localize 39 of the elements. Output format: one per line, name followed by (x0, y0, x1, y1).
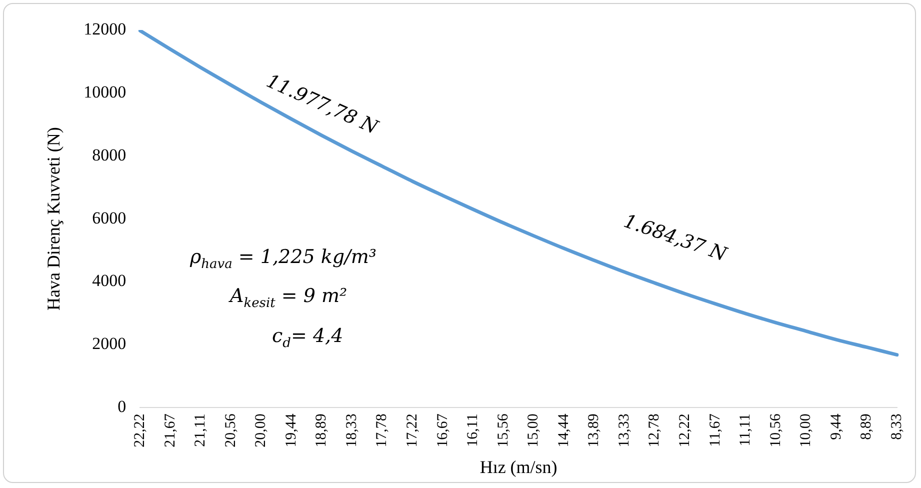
x-tick-label: 11,11 (738, 414, 754, 446)
x-tick-label: 15,00 (526, 414, 542, 448)
y-tick-label: 8000 (92, 145, 126, 164)
x-tick-label: 18,33 (344, 414, 360, 448)
x-tick-label: 11,67 (707, 413, 724, 447)
y-tick-label: 12000 (84, 19, 126, 38)
x-tick-label: 21,67 (162, 413, 178, 448)
x-tick-label: 17,22 (404, 414, 421, 448)
annotation: A$_{kesit}$ = 9 m² (230, 285, 348, 311)
x-tick-label: 16,67 (434, 413, 451, 448)
x-tick-label: 13,89 (586, 414, 602, 448)
x-tick-label: 10,56 (768, 413, 784, 448)
annotation: ρ$_{hava}$ = 1,225 kg/m³ (190, 246, 377, 272)
x-tick-label: 16,11 (465, 414, 482, 447)
x-tick-label: 13,33 (616, 414, 632, 448)
x-tick-label: 15,56 (495, 413, 512, 448)
y-tick-label: 6000 (92, 208, 126, 228)
y-tick-label: 2000 (92, 334, 126, 354)
x-axis-title: Hız (m/sn) (480, 456, 558, 477)
x-tick-label: 9,44 (828, 413, 844, 440)
line-series (138, 30, 899, 357)
annotation: c$_{d}$= 4,4 (272, 325, 344, 351)
x-tick-label: 8,89 (858, 414, 875, 440)
x-tick-label: 22,22 (132, 414, 148, 448)
x-tick-label: 12,22 (677, 414, 694, 448)
x-tick-label: 21,11 (192, 414, 209, 447)
y-tick-label: 10000 (84, 82, 126, 102)
y-tick-label: 4000 (92, 271, 126, 290)
y-axis-title: Hava Direnç Kuvveti (N) (44, 127, 64, 311)
x-tick-label: 19,44 (283, 413, 300, 448)
x-tick-label: 10,00 (798, 414, 814, 448)
x-tick-label: 12,78 (646, 414, 663, 448)
x-tick-label: 14,44 (556, 413, 572, 448)
x-tick-label: 17,78 (374, 414, 390, 448)
x-tick-label: 20,56 (222, 413, 239, 448)
y-tick-label: 0 (118, 397, 126, 416)
x-tick-label: 18,89 (314, 414, 330, 448)
x-tick-label: 20,00 (253, 414, 270, 448)
x-tick-label: 8,33 (888, 414, 905, 440)
